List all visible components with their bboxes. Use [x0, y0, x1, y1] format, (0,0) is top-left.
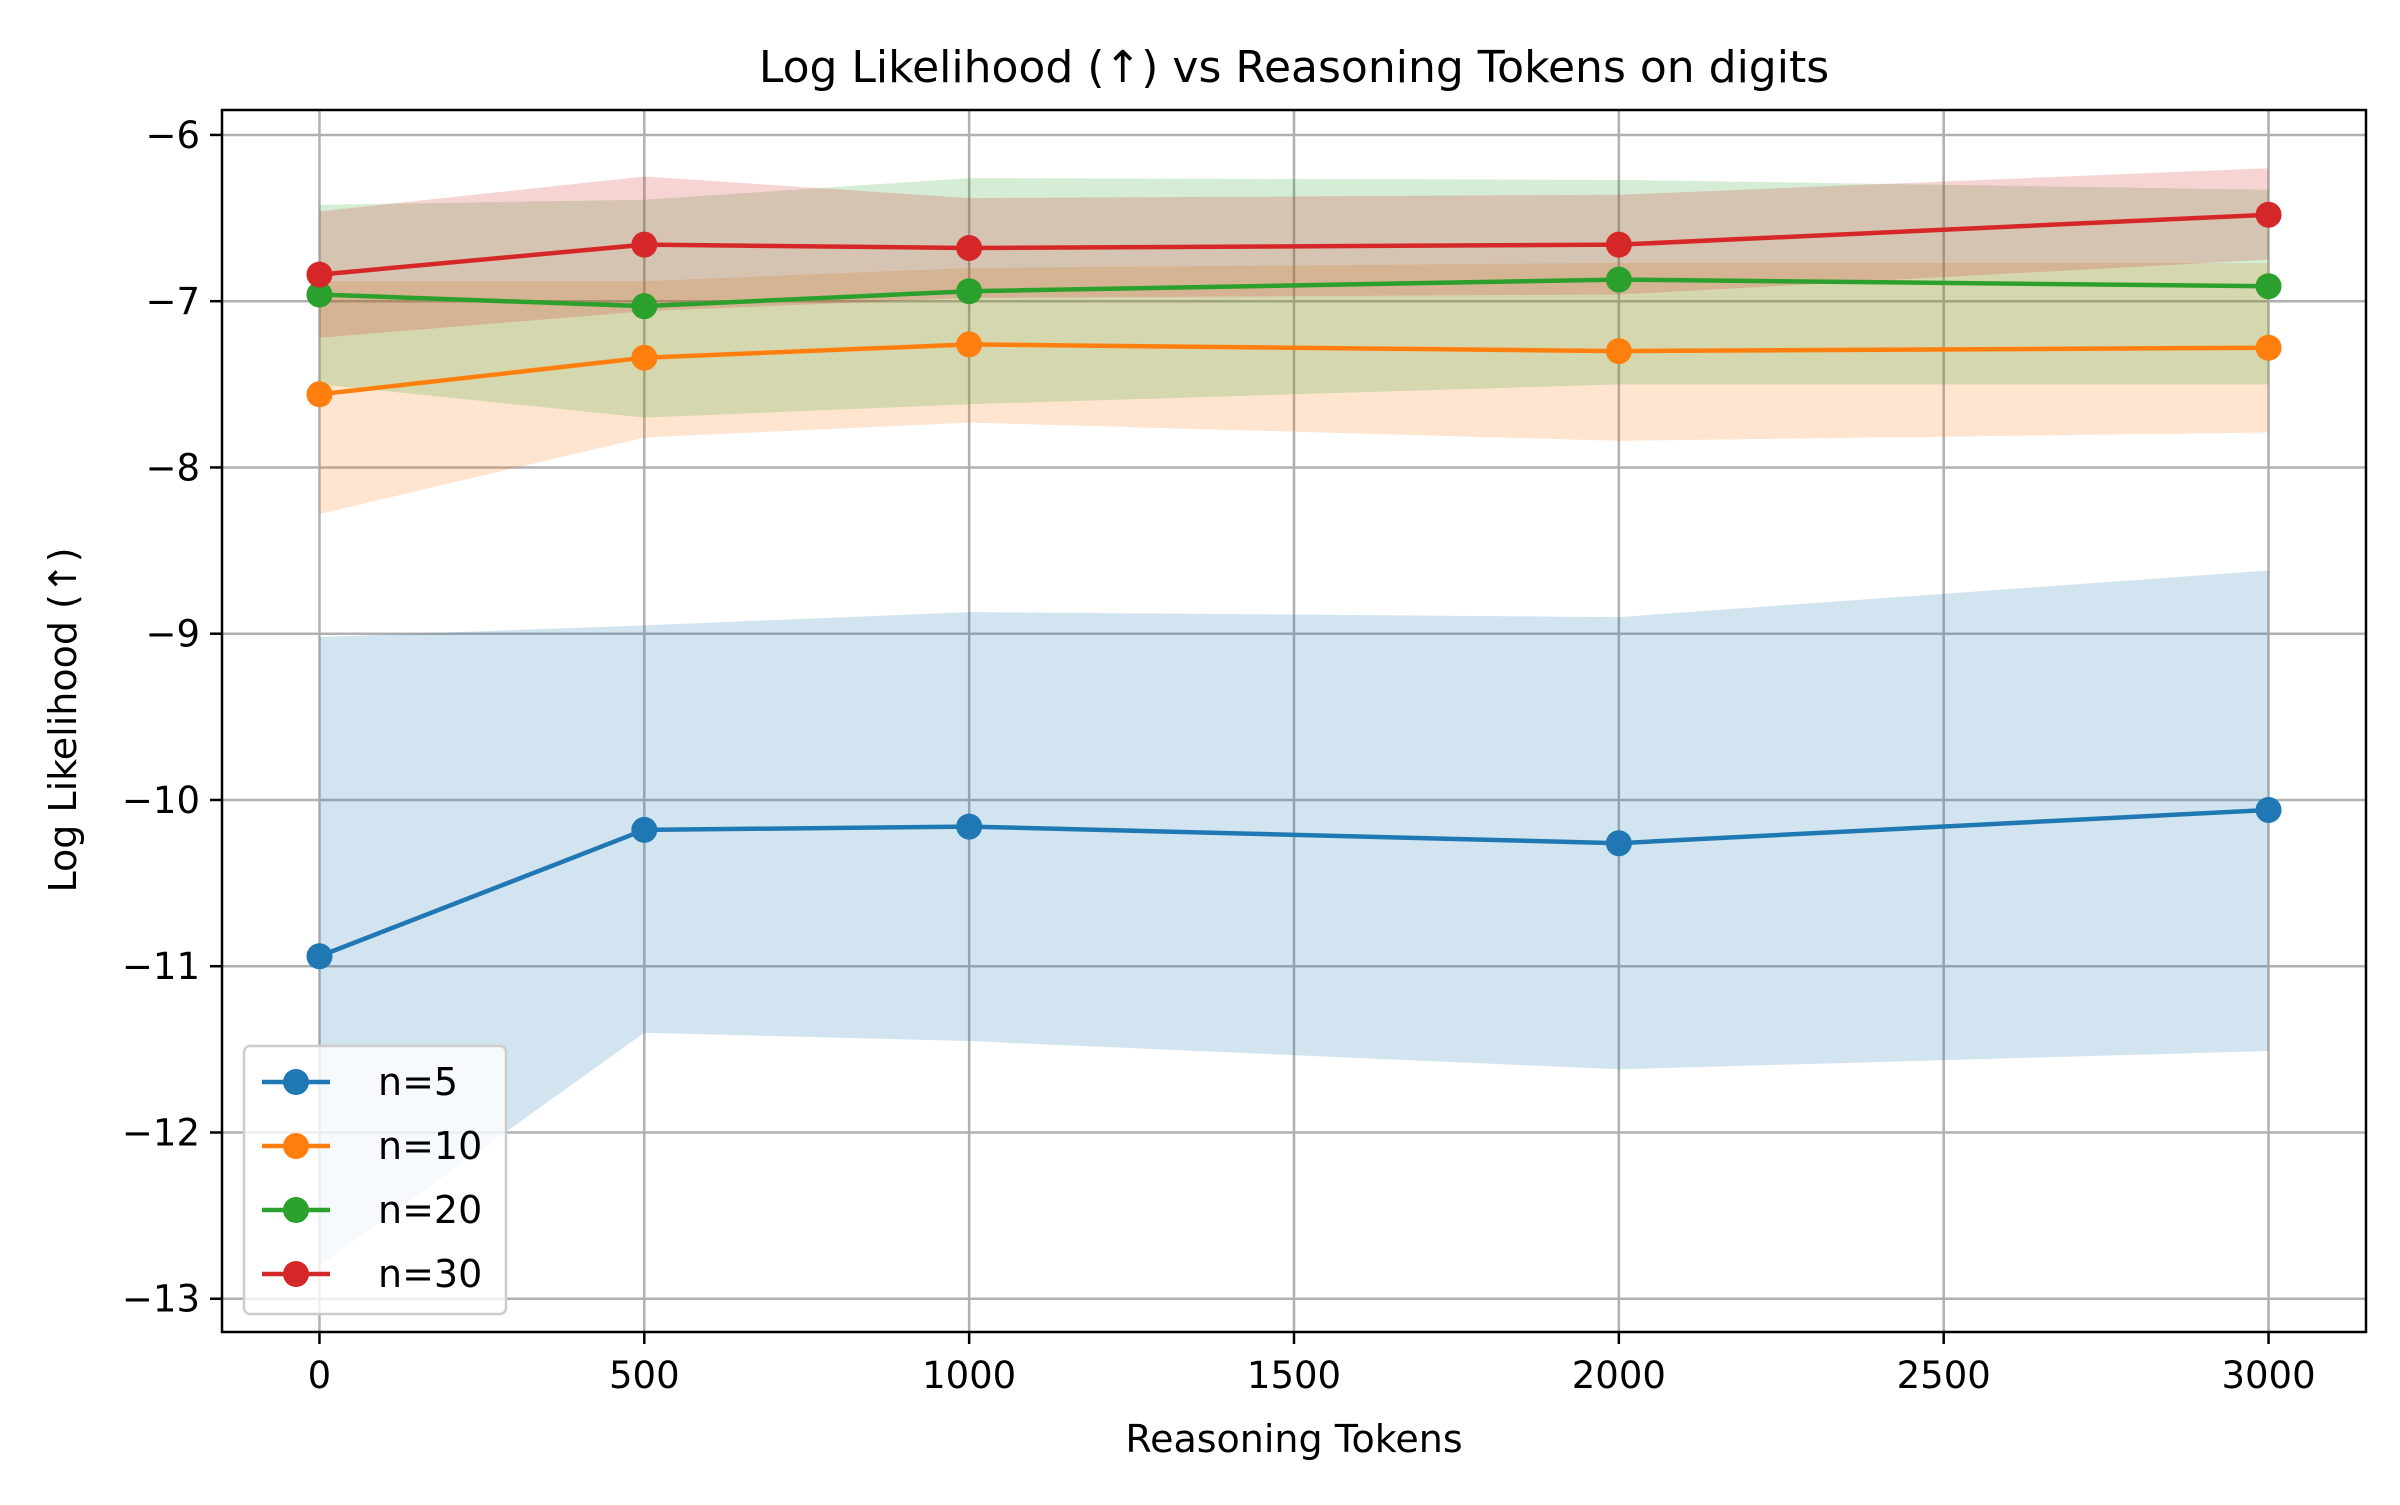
x-tick-label: 3000 [2221, 1354, 2315, 1397]
data-point-n=20 [2255, 273, 2282, 300]
data-point-n=5 [956, 813, 983, 840]
chart-title: Log Likelihood (↑) vs Reasoning Tokens o… [759, 42, 1829, 93]
data-point-n=30 [631, 231, 658, 258]
legend-label: n=20 [378, 1188, 482, 1232]
data-point-n=20 [631, 293, 658, 320]
data-point-n=5 [631, 816, 658, 843]
y-tick-label: −9 [145, 613, 200, 656]
legend-swatch-marker [283, 1261, 309, 1287]
x-tick-label: 500 [609, 1354, 680, 1397]
data-point-n=10 [1605, 338, 1632, 365]
y-axis-label: Log Likelihood (↑) [41, 547, 85, 892]
legend: n=5 n=10 n=20 n=30 [242, 1044, 508, 1316]
legend-swatch-marker [283, 1197, 309, 1223]
legend-swatch-marker [283, 1069, 309, 1095]
y-tick-label: −10 [122, 779, 200, 822]
x-tick-label: 0 [308, 1354, 332, 1397]
y-tick-label: −6 [145, 114, 200, 157]
y-tick-label: −11 [122, 945, 200, 988]
data-point-n=5 [1605, 830, 1632, 857]
legend-swatch-marker [283, 1133, 309, 1159]
x-tick-label: 2000 [1572, 1354, 1666, 1397]
data-point-n=5 [2255, 796, 2282, 823]
data-point-n=30 [956, 234, 983, 261]
band-layer [319, 168, 2269, 1266]
tick-layer: 0 500 1000 1500 2000 2500 3000 −13 −12 −11 −10 −9 −8… [122, 114, 2316, 1397]
confidence-band-n=30 [319, 168, 2269, 338]
y-tick-label: −12 [122, 1111, 200, 1154]
x-tick-label: 1000 [922, 1354, 1016, 1397]
marker-layer [306, 201, 2282, 970]
y-tick-label: −7 [145, 280, 200, 323]
legend-box [242, 1044, 508, 1316]
data-point-n=20 [956, 278, 983, 305]
legend-label: n=10 [378, 1124, 482, 1168]
data-point-n=10 [631, 344, 658, 371]
y-tick-label: −13 [122, 1278, 200, 1321]
data-point-n=20 [1605, 266, 1632, 293]
grid-layer [222, 110, 2366, 1332]
data-point-n=30 [1605, 231, 1632, 258]
x-tick-label: 1500 [1247, 1354, 1341, 1397]
data-point-n=30 [306, 261, 333, 288]
data-point-n=20 [306, 281, 333, 308]
x-axis-label: Reasoning Tokens [1125, 1417, 1462, 1461]
data-point-n=10 [956, 331, 983, 358]
y-tick-label: −8 [145, 446, 200, 489]
data-point-n=30 [2255, 201, 2282, 228]
confidence-band-n=10 [319, 262, 2269, 515]
x-tick-label: 2500 [1897, 1354, 1991, 1397]
legend-label: n=5 [378, 1060, 458, 1104]
data-point-n=5 [306, 943, 333, 970]
legend-label: n=30 [378, 1252, 482, 1296]
confidence-band-n=5 [319, 570, 2269, 1266]
data-point-n=10 [306, 381, 333, 408]
data-point-n=10 [2255, 334, 2282, 361]
